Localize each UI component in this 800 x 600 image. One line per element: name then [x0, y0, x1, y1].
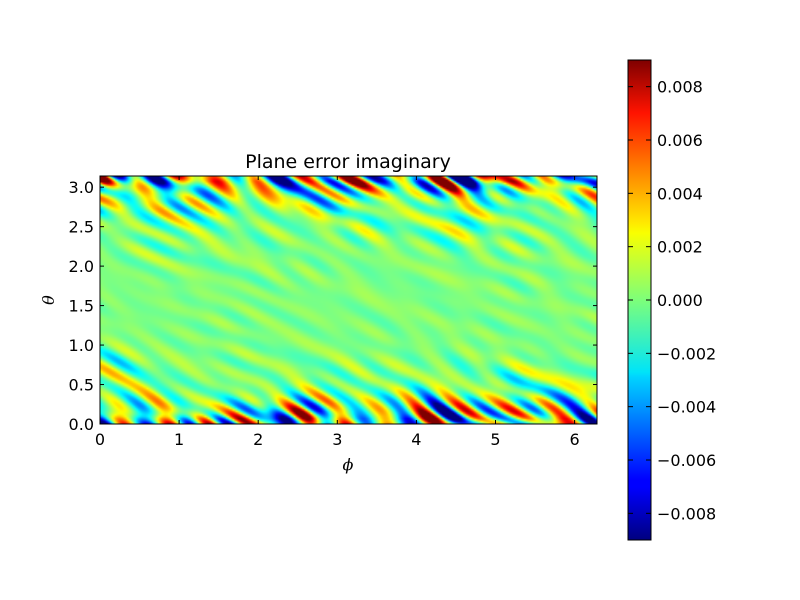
heatmap-plot-area	[99, 175, 598, 425]
x-tick-label: 5	[490, 430, 500, 449]
chart-title: Plane error imaginary	[245, 151, 451, 173]
x-tick-label: 6	[570, 430, 580, 449]
x-tick-label: 2	[253, 430, 263, 449]
y-tick-label: 1.0	[69, 336, 94, 355]
x-tick-label: 4	[411, 430, 421, 449]
plot-frame	[99, 175, 598, 425]
colorbar-tick-label: −0.004	[657, 398, 716, 417]
colorbar-gradient	[628, 60, 651, 540]
colorbar-tick-label: 0.002	[657, 238, 703, 257]
y-tick-label: 0.0	[69, 415, 94, 434]
colorbar-tick-label: 0.008	[657, 78, 703, 97]
x-tick-label: 3	[332, 430, 342, 449]
x-axis: 0 1 2 3 4 5 6	[95, 176, 580, 449]
colorbar-tick-label: −0.008	[657, 504, 716, 523]
y-tick-label: 2.0	[69, 257, 94, 276]
colorbar-tick-label: −0.006	[657, 451, 716, 470]
colorbar-ticks: −0.008 −0.006 −0.004 −0.002 0.000 0.002 0.004 0…	[628, 78, 716, 523]
colorbar-tick-label: −0.002	[657, 344, 716, 363]
y-tick-label: 2.5	[69, 218, 94, 237]
x-axis-label: ϕ	[343, 455, 354, 474]
colorbar-tick-label: 0.006	[657, 131, 703, 150]
colorbar-tick-label: 0.000	[657, 291, 703, 310]
y-tick-label: 0.5	[69, 376, 94, 395]
colorbar: −0.008 −0.006 −0.004 −0.002 0.000 0.002 0.004 0…	[627, 59, 716, 541]
x-tick-label: 0	[95, 430, 105, 449]
x-tick-label: 1	[174, 430, 184, 449]
y-axis: 0.0 0.5 1.0 1.5 2.0 2.5 3.0	[69, 178, 597, 434]
heatmap-image	[100, 176, 597, 424]
colorbar-tick-label: 0.004	[657, 184, 703, 203]
y-axis-label: θ	[39, 295, 58, 305]
y-tick-label: 1.5	[69, 297, 94, 316]
y-tick-label: 3.0	[69, 178, 94, 197]
